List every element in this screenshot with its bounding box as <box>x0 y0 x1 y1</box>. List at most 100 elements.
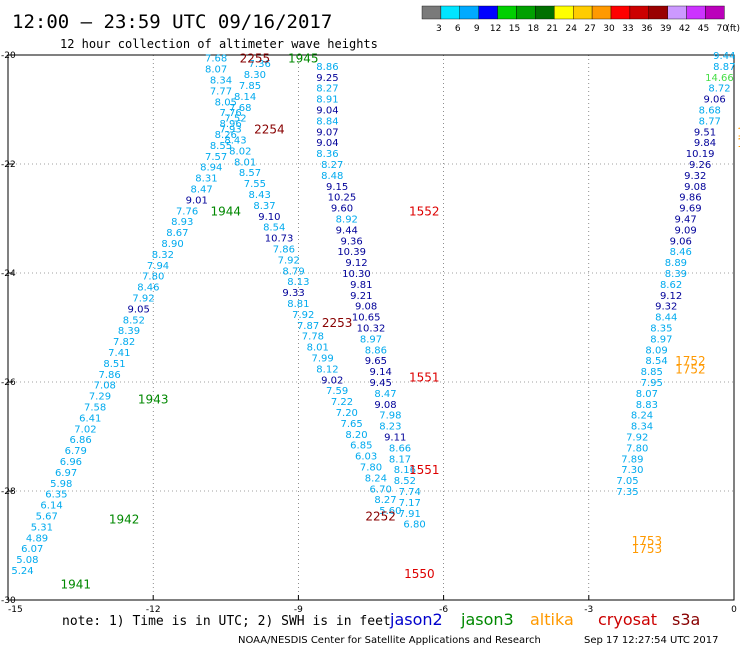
wave-height-point: 7.57 <box>205 152 227 163</box>
colorbar-label: 27 <box>584 24 595 34</box>
wave-height-point: 7.82 <box>113 337 135 348</box>
x-tick-label: -15 <box>8 605 23 615</box>
legend-item-jason2: jason2 <box>389 610 443 629</box>
wave-height-point: 8.43 <box>249 190 271 201</box>
wave-height-point: 6.70 <box>370 484 392 495</box>
wave-height-point: 7.58 <box>84 403 106 414</box>
wave-height-point: 7.92 <box>132 294 154 305</box>
wave-height-point: 8.39 <box>118 326 140 337</box>
wave-height-point: 8.17 <box>389 454 411 465</box>
data-points: 7.688.078.347.778.057.768.968.268.557.57… <box>11 51 735 577</box>
wave-height-point: 9.06 <box>670 236 692 247</box>
colorbar-swatch <box>478 5 498 20</box>
wave-height-point: 9.32 <box>684 171 706 182</box>
wave-height-point: 8.37 <box>253 201 275 212</box>
wave-height-point: 10.19 <box>686 149 715 160</box>
wave-height-point: 8.54 <box>645 356 667 367</box>
wave-height-point: 7.05 <box>616 476 638 487</box>
wave-height-point: 9.26 <box>689 160 711 171</box>
wave-height-point: 8.85 <box>641 367 663 378</box>
wave-height-point: 7.98 <box>379 411 401 422</box>
wave-height-point: 5.60 <box>379 506 401 517</box>
wave-height-point: 10.32 <box>357 324 386 335</box>
wave-height-point: 8.83 <box>636 400 658 411</box>
wave-height-point: 7.80 <box>142 272 164 283</box>
wave-height-point: 7.52 <box>224 114 246 125</box>
wave-height-point: 7.85 <box>239 81 261 92</box>
wave-height-point: 9.47 <box>674 215 696 226</box>
wave-height-point: 5.24 <box>11 566 33 577</box>
wave-height-point: 9.14 <box>370 367 392 378</box>
wave-height-point: 9.86 <box>679 193 701 204</box>
wave-height-point: 8.86 <box>365 345 387 356</box>
wave-height-point: 6.07 <box>21 544 43 555</box>
wave-height-point: 9.21 <box>350 291 372 302</box>
colorbar-label: 30 <box>603 24 615 34</box>
wave-height-point: 8.55 <box>210 141 232 152</box>
wave-height-point: 8.07 <box>636 389 658 400</box>
wave-height-point: 8.77 <box>699 116 721 127</box>
wave-height-point: 7.80 <box>360 462 382 473</box>
pass-time-label: 1752 <box>675 354 706 368</box>
axis-ticks: -15 -12 -9 -6 -3 0-20-22-24-26-28-30 <box>1 51 737 615</box>
wave-height-point: 6.97 <box>55 468 77 479</box>
wave-height-point: 7.29 <box>89 392 111 403</box>
colorbar-label: 18 <box>528 24 540 34</box>
legend: jason2 jason3 altika cryosat s3a <box>389 610 700 629</box>
x-tick-label: -12 <box>146 605 161 615</box>
colorbar-swatch <box>705 5 725 20</box>
colorbar-swatch <box>440 5 460 20</box>
colorbar-swatch <box>497 5 517 20</box>
legend-item-s3a: s3a <box>672 610 700 629</box>
colorbar-swatch <box>535 5 555 20</box>
wave-height-point: 9.09 <box>674 225 696 236</box>
wave-height-point: 7.80 <box>626 443 648 454</box>
wave-height-point: 8.31 <box>195 174 217 185</box>
wave-height-point: 8.72 <box>708 84 730 95</box>
colorbar-label: 36 <box>641 24 653 34</box>
colorbar-swatch <box>629 5 650 20</box>
y-tick-label: -30 <box>1 596 16 606</box>
wave-height-point: 10.73 <box>265 234 294 245</box>
wave-height-point: 10.65 <box>352 313 381 324</box>
pass-time-label: 1552 <box>409 204 440 218</box>
colorbar-label: 24 <box>565 24 577 34</box>
wave-height-point: 6.35 <box>45 490 67 501</box>
footer-credit: NOAA/NESDIS Center for Satellite Applica… <box>238 635 541 646</box>
wave-height-point: 8.39 <box>665 269 687 280</box>
pass-time-label: 1753 <box>632 542 663 556</box>
colorbar-swatch <box>610 5 631 20</box>
wave-height-point: 7.76 <box>176 206 198 217</box>
wave-height-point: 8.46 <box>670 247 692 258</box>
pass-time-label: 1551 <box>409 463 440 477</box>
colorbar-label: 3 <box>436 24 442 34</box>
wave-height-point: 7.77 <box>210 86 232 97</box>
wave-height-point: 7.20 <box>336 408 358 419</box>
wave-height-point: 7.86 <box>273 244 295 255</box>
wave-height-point: 6.79 <box>65 446 87 457</box>
colorbar-label: 33 <box>622 24 633 34</box>
wave-height-point: 8.09 <box>645 345 667 356</box>
pass-time-label: 1551 <box>409 371 440 385</box>
wave-height-point: 4.89 <box>26 533 48 544</box>
pass-time-label: 1941 <box>60 578 91 592</box>
wave-height-point: 9.69 <box>679 204 701 215</box>
wave-height-point: 5.67 <box>36 512 58 523</box>
plot-frame <box>7 54 735 601</box>
wave-height-point: 7.92 <box>626 433 648 444</box>
wave-height-point: 8.46 <box>137 283 159 294</box>
y-tick-label: -20 <box>1 51 16 61</box>
wave-height-point: 8.07 <box>205 65 227 76</box>
legend-item-jason3: jason3 <box>460 610 514 629</box>
wave-height-point: 9.06 <box>704 95 726 106</box>
wave-height-point: 9.32 <box>655 302 677 313</box>
chart-subtitle: 12 hour collection of altimeter wave hei… <box>60 37 378 51</box>
wave-height-point: 9.04 <box>316 138 338 149</box>
wave-height-point: 7.93 <box>220 125 242 136</box>
wave-height-point: 5.98 <box>50 479 72 490</box>
wave-height-point: 9.10 <box>258 212 280 223</box>
wave-height-point: 7.41 <box>108 348 130 359</box>
y-tick-label: -26 <box>1 378 16 388</box>
footer-timestamp: Sep 17 12:27:54 UTC 2017 <box>584 635 718 646</box>
wave-height-point: 8.52 <box>123 315 145 326</box>
